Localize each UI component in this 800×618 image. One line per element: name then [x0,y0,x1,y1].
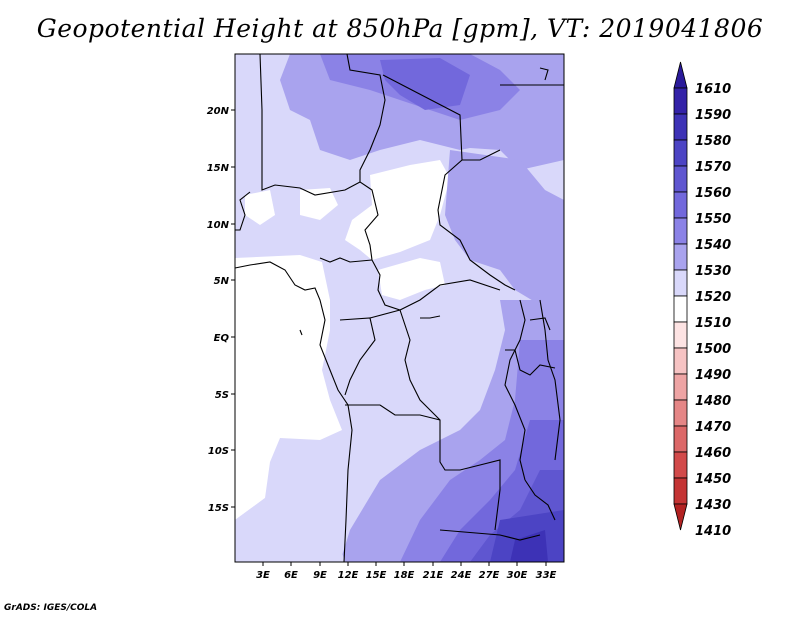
colorbar-label-1570: 1570 [695,160,731,175]
colorbar-label-1510: 1510 [695,316,731,331]
colorbar-label-1610: 1610 [695,82,731,97]
colorbar-label-1590: 1590 [695,108,731,123]
colorbar-swatch-1450 [673,451,688,479]
colorbar-swatch-1520 [673,269,688,297]
lon-label-6E: 6E [284,570,298,581]
map-plot-area [235,54,564,562]
lat-label-10N: 10N [207,220,230,231]
colorbar: 1610 1590 1580 1570 1560 1550 1540 1530 1520 1510… [673,61,731,539]
colorbar-label-1540: 1540 [695,238,731,253]
country-borders [234,53,564,563]
longitude-axis [262,562,547,566]
colorbar-bottom-arrow [673,503,688,531]
colorbar-swatch-1530 [673,243,688,271]
lon-label-27E: 27E [479,570,500,581]
lon-label-3E: 3E [256,570,270,581]
colorbar-label-1470: 1470 [695,420,731,435]
colorbar-swatch-1580 [673,113,688,141]
colorbar-label-1560: 1560 [695,186,731,201]
colorbar-label-1450: 1450 [695,472,731,487]
colorbar-label-1490: 1490 [695,368,731,383]
lon-label-24E: 24E [451,570,472,581]
lat-label-5S: 5S [215,390,229,401]
lon-label-15E: 15E [366,570,387,581]
lat-label-15N: 15N [207,163,230,174]
colorbar-swatch-1540 [673,217,688,245]
lon-label-21E: 21E [423,570,444,581]
lon-label-30E: 30E [507,570,528,581]
colorbar-label-1430: 1430 [695,498,731,513]
colorbar-swatch-1430 [673,477,688,505]
colorbar-label-1500: 1500 [695,342,731,357]
colorbar-swatch-1500 [673,321,688,349]
colorbar-label-1580: 1580 [695,134,731,149]
map-title: Geopotential Height at 850hPa [gpm], VT:… [36,14,764,43]
lon-label-18E: 18E [394,570,415,581]
colorbar-swatch-1510 [673,295,688,323]
colorbar-label-1460: 1460 [695,446,731,461]
lat-label-5N: 5N [214,276,230,287]
colorbar-swatch-1550 [673,191,688,219]
colorbar-label-1530: 1530 [695,264,731,279]
colorbar-label-1550: 1550 [695,212,731,227]
colorbar-top-arrow [673,61,688,89]
colorbar-swatch-1480 [673,373,688,401]
lon-label-33E: 33E [536,570,557,581]
colorbar-label-1410: 1410 [695,524,731,539]
grads-credit: GrADS: IGES/COLA [4,603,98,613]
lon-label-12E: 12E [338,570,359,581]
lat-label-EQ: EQ [214,333,230,344]
colorbar-swatch-1470 [673,399,688,427]
colorbar-label-1480: 1480 [695,394,731,409]
colorbar-swatch-1570 [673,139,688,167]
colorbar-swatch-1460 [673,425,688,453]
colorbar-swatch-1590 [673,87,688,115]
map-frame [234,53,565,563]
lat-label-15S: 15S [208,503,229,514]
colorbar-label-1520: 1520 [695,290,731,305]
colorbar-swatch-1490 [673,347,688,375]
lat-label-20N: 20N [207,106,230,117]
lat-label-10S: 10S [208,446,229,457]
latitude-axis [231,109,235,508]
colorbar-swatch-1560 [673,165,688,193]
lon-label-9E: 9E [313,570,327,581]
